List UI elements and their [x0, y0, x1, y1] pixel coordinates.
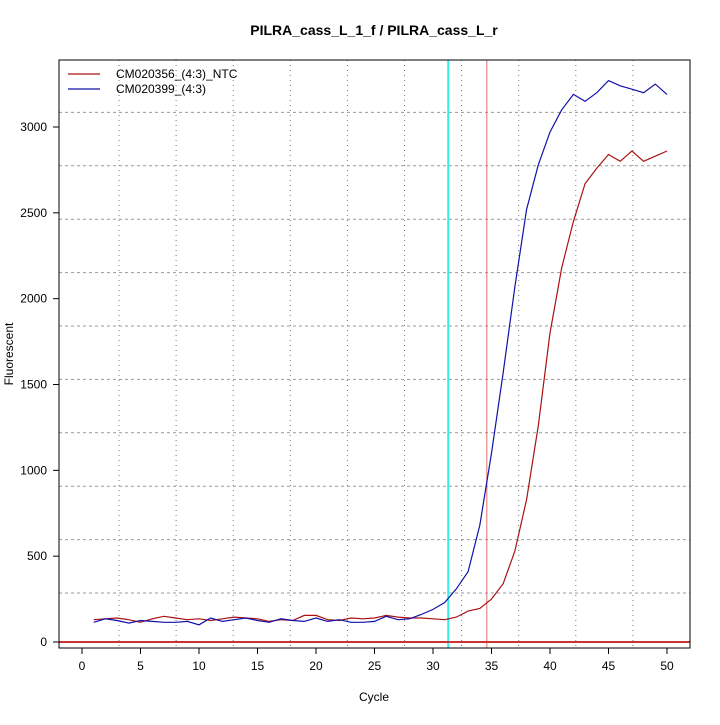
series-lines	[93, 79, 668, 626]
y-tick-label: 2500	[20, 206, 47, 220]
x-tick-label: 30	[426, 659, 440, 673]
x-tick-label: 50	[660, 659, 674, 673]
x-tick-label: 25	[368, 659, 382, 673]
x-tick-label: 15	[251, 659, 265, 673]
y-tick-label: 2000	[20, 292, 47, 306]
threshold-lines	[59, 60, 690, 648]
y-tick-label: 1000	[20, 463, 47, 477]
y-tick-label: 1500	[20, 378, 47, 392]
series-line-1	[93, 79, 668, 626]
y-tick-label: 0	[40, 635, 47, 649]
x-tick-label: 45	[602, 659, 616, 673]
y-axis: 0 500 1000 1500 2000 2500 3000	[20, 120, 59, 649]
legend-label: CM020399_(4:3)	[116, 82, 206, 96]
x-tick-label: 20	[309, 659, 323, 673]
legend-label: CM020356_(4:3)_NTC	[116, 67, 238, 81]
y-tick-label: 500	[27, 549, 47, 563]
y-axis-label: Fluorescent	[2, 322, 16, 385]
x-axis-label: Cycle	[359, 690, 389, 704]
x-tick-label: 35	[485, 659, 499, 673]
chart-title: PILRA_cass_L_1_f / PILRA_cass_L_r	[250, 22, 498, 38]
x-tick-label: 5	[137, 659, 144, 673]
y-tick-label: 3000	[20, 120, 47, 134]
series-line-0	[93, 150, 668, 623]
x-axis: 0 5 10 15 20 25 30 35 40 45 50	[79, 648, 674, 673]
x-tick-label: 10	[192, 659, 206, 673]
grid	[59, 60, 690, 648]
x-tick-label: 40	[543, 659, 557, 673]
x-tick-label: 0	[79, 659, 86, 673]
